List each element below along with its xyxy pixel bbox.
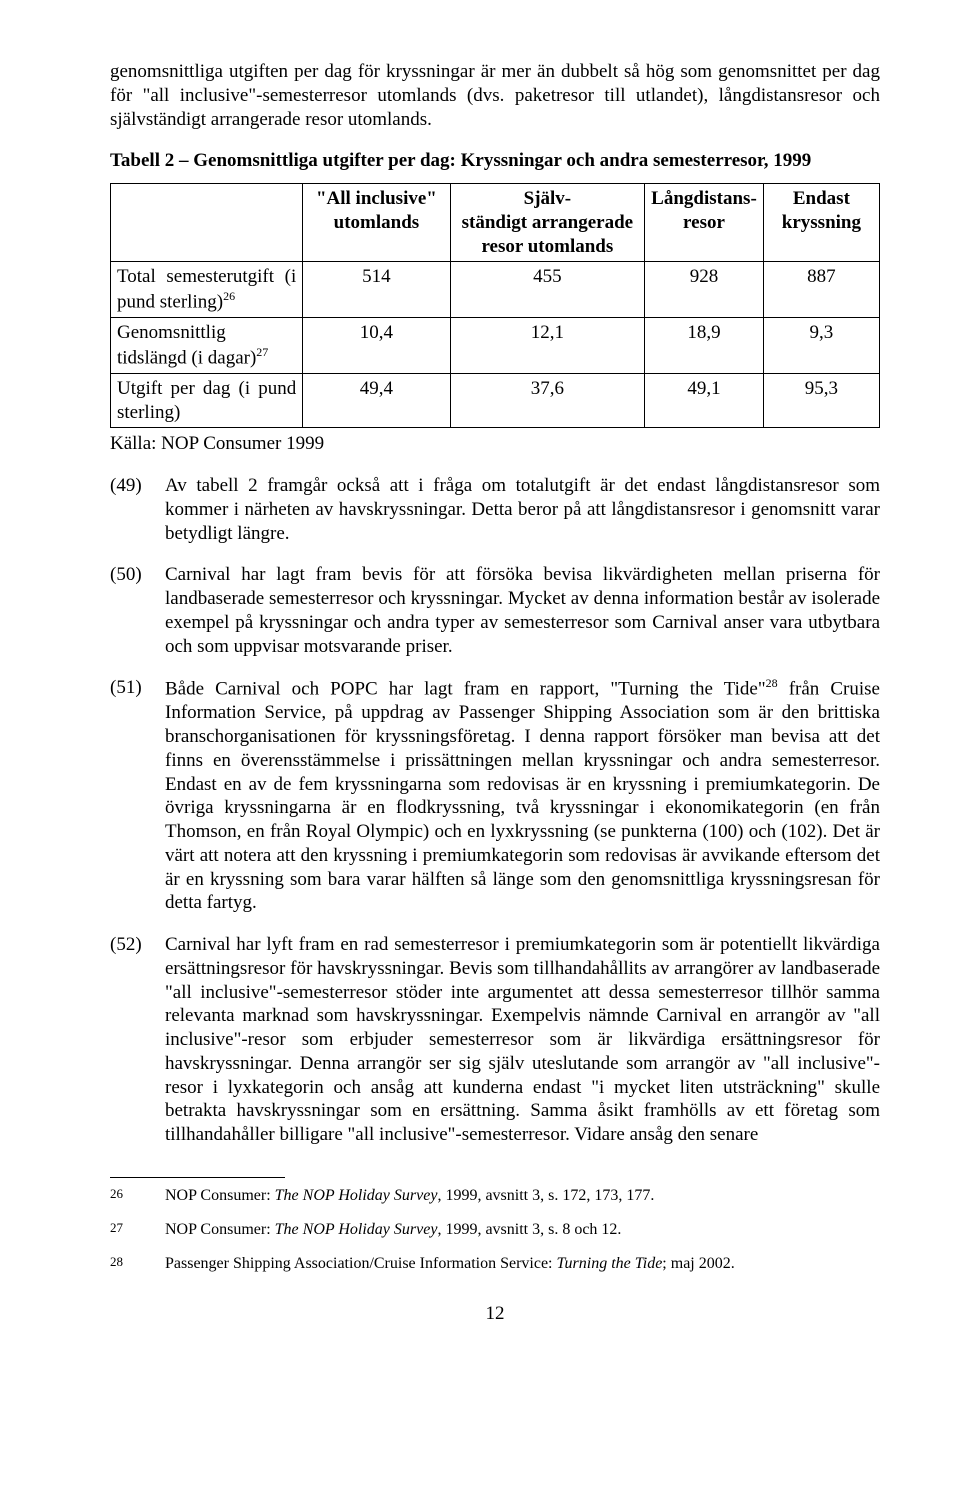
footnote-number: 26 [110, 1186, 165, 1206]
footnote-text: Passenger Shipping Association/Cruise In… [165, 1254, 880, 1274]
cell: 887 [763, 262, 879, 318]
table-source: Källa: NOP Consumer 1999 [110, 432, 880, 456]
para-text: Carnival har lyft fram en rad semesterre… [165, 933, 880, 1147]
paragraph-51: (51) Både Carnival och POPC har lagt fra… [110, 676, 880, 915]
para-text: Både Carnival och POPC har lagt fram en … [165, 676, 880, 915]
cell: 12,1 [450, 318, 645, 374]
row-label: Total semesterutgift (i pund sterling)26 [111, 262, 303, 318]
intro-paragraph: genomsnittliga utgiften per dag för krys… [110, 60, 880, 131]
footnote-number: 28 [110, 1254, 165, 1274]
cell: 9,3 [763, 318, 879, 374]
row-label: Utgift per dag (i pund sterling) [111, 373, 303, 428]
footnote-number: 27 [110, 1220, 165, 1240]
footnote-text: NOP Consumer: The NOP Holiday Survey, 19… [165, 1186, 880, 1206]
table-row: Utgift per dag (i pund sterling) 49,4 37… [111, 373, 880, 428]
header-blank [111, 184, 303, 262]
table-title: Tabell 2 – Genomsnittliga utgifter per d… [110, 149, 880, 173]
para-text: Av tabell 2 framgår också att i fråga om… [165, 474, 880, 545]
table-row: Genomsnittlig tidslängd (i dagar)27 10,4… [111, 318, 880, 374]
para-number: (49) [110, 474, 165, 545]
paragraph-52: (52) Carnival har lyft fram en rad semes… [110, 933, 880, 1147]
page-number: 12 [110, 1302, 880, 1326]
row-label: Genomsnittlig tidslängd (i dagar)27 [111, 318, 303, 374]
para-number: (51) [110, 676, 165, 915]
footnote-26: 26 NOP Consumer: The NOP Holiday Survey,… [110, 1186, 880, 1206]
cell: 37,6 [450, 373, 645, 428]
header-col4: Endast kryssning [763, 184, 879, 262]
para-text: Carnival har lagt fram bevis för att för… [165, 563, 880, 658]
paragraph-50: (50) Carnival har lagt fram bevis för at… [110, 563, 880, 658]
table-header-row: "All inclusive" utomlands Själv- ständig… [111, 184, 880, 262]
table-2: "All inclusive" utomlands Själv- ständig… [110, 183, 880, 428]
para-number: (50) [110, 563, 165, 658]
footnotes: 26 NOP Consumer: The NOP Holiday Survey,… [110, 1177, 880, 1274]
cell: 18,9 [645, 318, 764, 374]
cell: 514 [303, 262, 450, 318]
cell: 49,4 [303, 373, 450, 428]
footnote-27: 27 NOP Consumer: The NOP Holiday Survey,… [110, 1220, 880, 1240]
cell: 49,1 [645, 373, 764, 428]
table-row: Total semesterutgift (i pund sterling)26… [111, 262, 880, 318]
cell: 10,4 [303, 318, 450, 374]
footnote-rule [110, 1177, 285, 1178]
cell: 455 [450, 262, 645, 318]
header-col2: Själv- ständigt arrangerade resor utomla… [450, 184, 645, 262]
header-col1: "All inclusive" utomlands [303, 184, 450, 262]
cell: 928 [645, 262, 764, 318]
footnote-28: 28 Passenger Shipping Association/Cruise… [110, 1254, 880, 1274]
cell: 95,3 [763, 373, 879, 428]
paragraph-49: (49) Av tabell 2 framgår också att i frå… [110, 474, 880, 545]
header-col3: Långdistans- resor [645, 184, 764, 262]
footnote-text: NOP Consumer: The NOP Holiday Survey, 19… [165, 1220, 880, 1240]
para-number: (52) [110, 933, 165, 1147]
